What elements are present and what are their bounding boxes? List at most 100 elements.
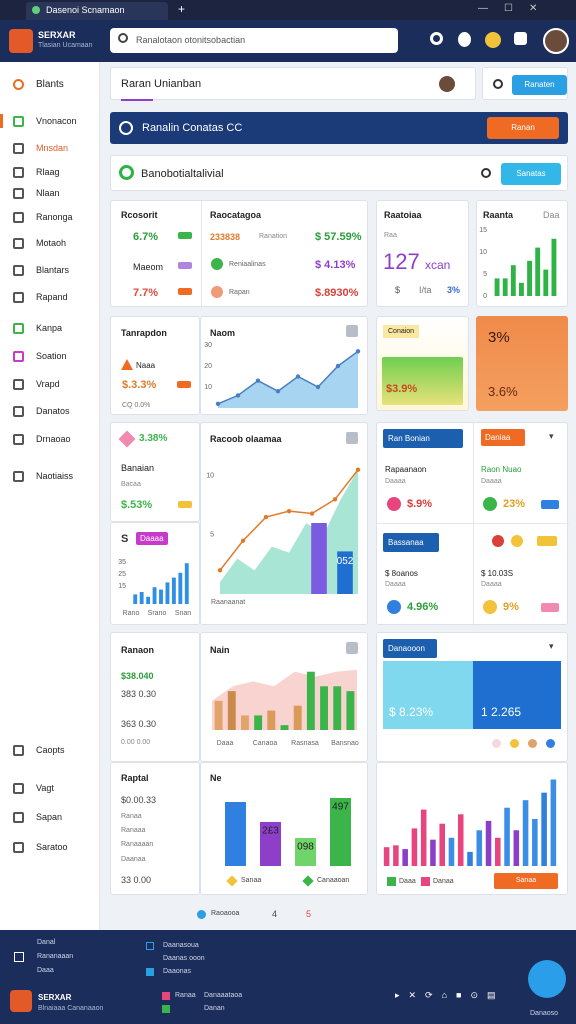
legend-icon [226, 875, 238, 887]
nav-item[interactable]: Sapan [36, 812, 63, 822]
dot [528, 739, 537, 748]
item-title: $ 8oanos [385, 569, 418, 578]
nav-item[interactable]: Vrapd [36, 379, 60, 389]
status-icon [211, 258, 223, 270]
dropdown[interactable]: ▾ [549, 431, 554, 441]
nav-item[interactable]: Caopts [36, 745, 65, 755]
item-sub: Daaaa [385, 581, 406, 588]
dock-icon [146, 968, 154, 976]
nav-item[interactable]: Blants [36, 79, 64, 90]
banner-icon [119, 121, 133, 135]
tag: Daa [543, 210, 560, 220]
nav-item[interactable]: Saratoo [36, 842, 68, 852]
badge [177, 381, 191, 388]
mix-card: Nain [200, 632, 368, 762]
nav-item[interactable]: Nlaan [36, 188, 60, 198]
section-button[interactable]: Sanatas [501, 163, 561, 185]
top-bar: Raran Unianban [110, 67, 476, 101]
nav-item[interactable]: Blantars [36, 265, 70, 275]
legend-text: Danaa [433, 878, 454, 885]
badge [537, 536, 557, 546]
dropdown[interactable]: ▾ [549, 641, 554, 651]
dock-icon [162, 992, 170, 1000]
tag: Raa [384, 232, 397, 239]
nav-icon [13, 323, 24, 334]
total-block: 1 2.265 [473, 661, 561, 729]
distribution-button[interactable]: Sanaa [494, 873, 558, 889]
card-title: Racoob olaamaa [210, 434, 282, 444]
dock-link[interactable]: Danan [204, 1005, 225, 1012]
card-title: Rcosorit [121, 210, 158, 220]
stat: $ 8.23% [389, 705, 434, 719]
avatar[interactable] [543, 28, 569, 54]
x-axis-label: Raanaanat [211, 599, 246, 606]
nav-item[interactable]: Mnsdan [36, 143, 69, 153]
item-sub: Daaaa [385, 478, 406, 485]
pill: Ran Bonian [383, 429, 463, 448]
nav-item[interactable]: Drnaoao [36, 434, 71, 444]
nav-item[interactable]: Vagt [36, 783, 54, 793]
icon[interactable] [458, 32, 471, 47]
search-icon[interactable] [493, 79, 503, 89]
pill: Daaaa [136, 532, 168, 545]
nav-icon [13, 471, 24, 482]
chat-button[interactable] [528, 960, 566, 998]
conversion-card: Conaion $3.9% [376, 316, 469, 411]
new-tab[interactable]: + [178, 2, 186, 16]
section-title: Banobotialtalivial [141, 168, 224, 180]
top-button[interactable]: Ranaten [512, 75, 567, 95]
banner: Ranalin Conatas CC Ranan [110, 112, 568, 144]
nav-item[interactable]: Kanpa [36, 323, 63, 333]
dock-link[interactable]: Danaaataoa [204, 992, 243, 999]
page-number[interactable]: 4 [272, 909, 278, 919]
sidebar: Blants Vnonacon Mnsdan Rlaag Nlaan Ranonga Mot… [0, 62, 100, 930]
item-icon [483, 600, 497, 614]
icon[interactable] [485, 32, 501, 48]
nav-item[interactable]: Soation [36, 351, 67, 361]
nav-item[interactable]: Rlaag [36, 167, 60, 177]
stat: 3.38% [139, 433, 168, 444]
nav-item[interactable]: Motaoh [36, 238, 67, 248]
icon[interactable] [430, 32, 443, 45]
item-icon [511, 535, 523, 547]
card-menu[interactable] [346, 432, 358, 444]
search-icon[interactable] [481, 168, 491, 178]
item-title: $ 10.03S [481, 569, 514, 578]
page-number[interactable]: 5 [306, 909, 312, 919]
nav-item[interactable]: Ranonga [36, 212, 73, 222]
stat: $ 4.13% [315, 259, 356, 271]
summary-card: Rcosorit 6.7% Maeom 7.7% Raocatagoa 2338… [110, 200, 368, 308]
nav-icon [13, 434, 24, 445]
nav-item[interactable]: Danatos [36, 406, 70, 416]
dock-toolbar[interactable]: ▸✕⟳⌂■⊙▤ [395, 990, 505, 1000]
legend-text: Daaa [399, 878, 416, 885]
stat: 1 2.265 [481, 705, 522, 719]
icon[interactable] [514, 32, 527, 45]
tab[interactable] [26, 2, 168, 20]
avatar[interactable] [439, 76, 455, 92]
search-box[interactable]: Ranalotaon otonitsobactian [110, 28, 398, 53]
dock-link[interactable]: Ranaa [175, 992, 196, 999]
window-controls[interactable]: —☐✕ [478, 3, 554, 14]
item-sub: Daaaa [481, 581, 502, 588]
app-header: SERXAR Tlasian Ucamaan Ranalotaon otonit… [0, 20, 576, 62]
title-underline [121, 99, 153, 101]
legend-icon [387, 877, 396, 886]
nav-item[interactable]: Naotiaiss [36, 471, 74, 481]
banner-button[interactable]: Ranan [487, 117, 559, 139]
stat: 6.7% [133, 231, 159, 243]
header-icons[interactable] [430, 32, 527, 48]
footer-text: Raoaooa [211, 910, 240, 917]
top-actions: Ranaten [482, 67, 568, 100]
stat: 9% [503, 601, 519, 613]
balance-card: 3.38% Banaian Bacaa $.53% [110, 422, 200, 522]
nav-item[interactable]: Vnonacon [36, 116, 77, 126]
dock-icon [146, 942, 154, 950]
badge [541, 500, 559, 509]
card-menu[interactable] [346, 642, 358, 654]
nav-item[interactable]: Rapand [36, 292, 68, 302]
card-menu[interactable] [346, 325, 358, 337]
page-title: Raran Unianban [121, 78, 202, 90]
dock: Danal Rananaaan Daaa Daanasoua Daanas oo… [0, 930, 576, 1024]
